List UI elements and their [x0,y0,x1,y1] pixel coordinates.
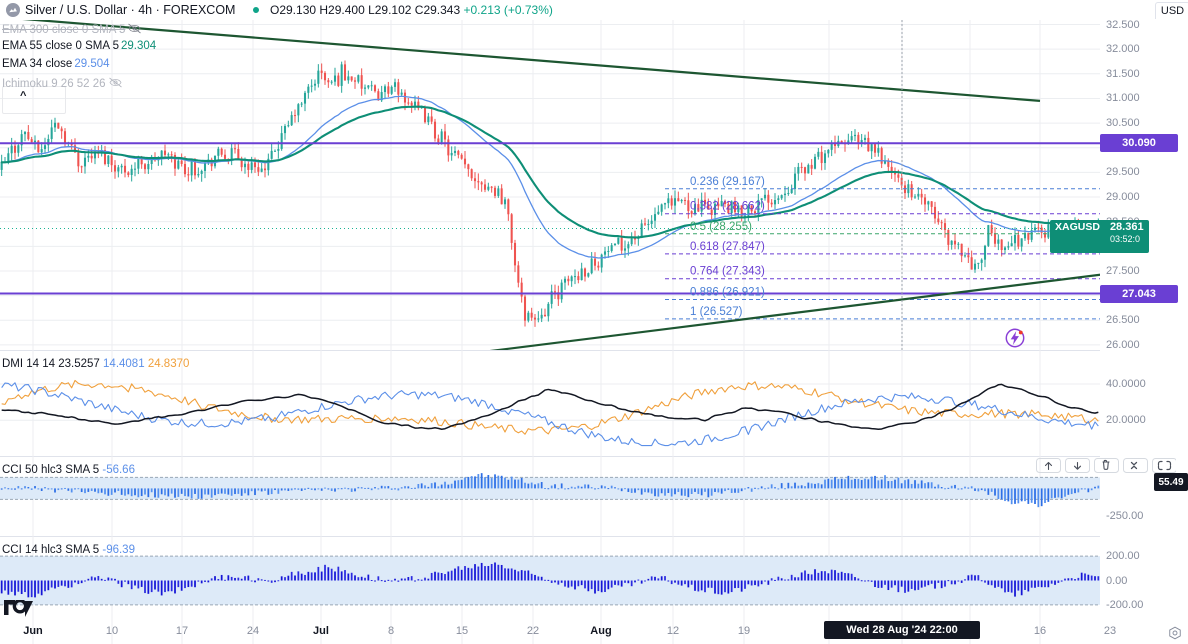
svg-text:0.382 (28.662): 0.382 (28.662) [690,201,765,213]
svg-text:0.236 (29.167): 0.236 (29.167) [690,176,765,188]
svg-text:0.886 (26.921): 0.886 (26.921) [690,287,765,299]
svg-text:0.764 (27.343): 0.764 (27.343) [690,266,765,278]
svg-text:1 (26.527): 1 (26.527) [690,306,743,318]
svg-text:0.618 (27.847): 0.618 (27.847) [690,241,765,253]
svg-text:0.5 (28.255): 0.5 (28.255) [690,221,752,233]
